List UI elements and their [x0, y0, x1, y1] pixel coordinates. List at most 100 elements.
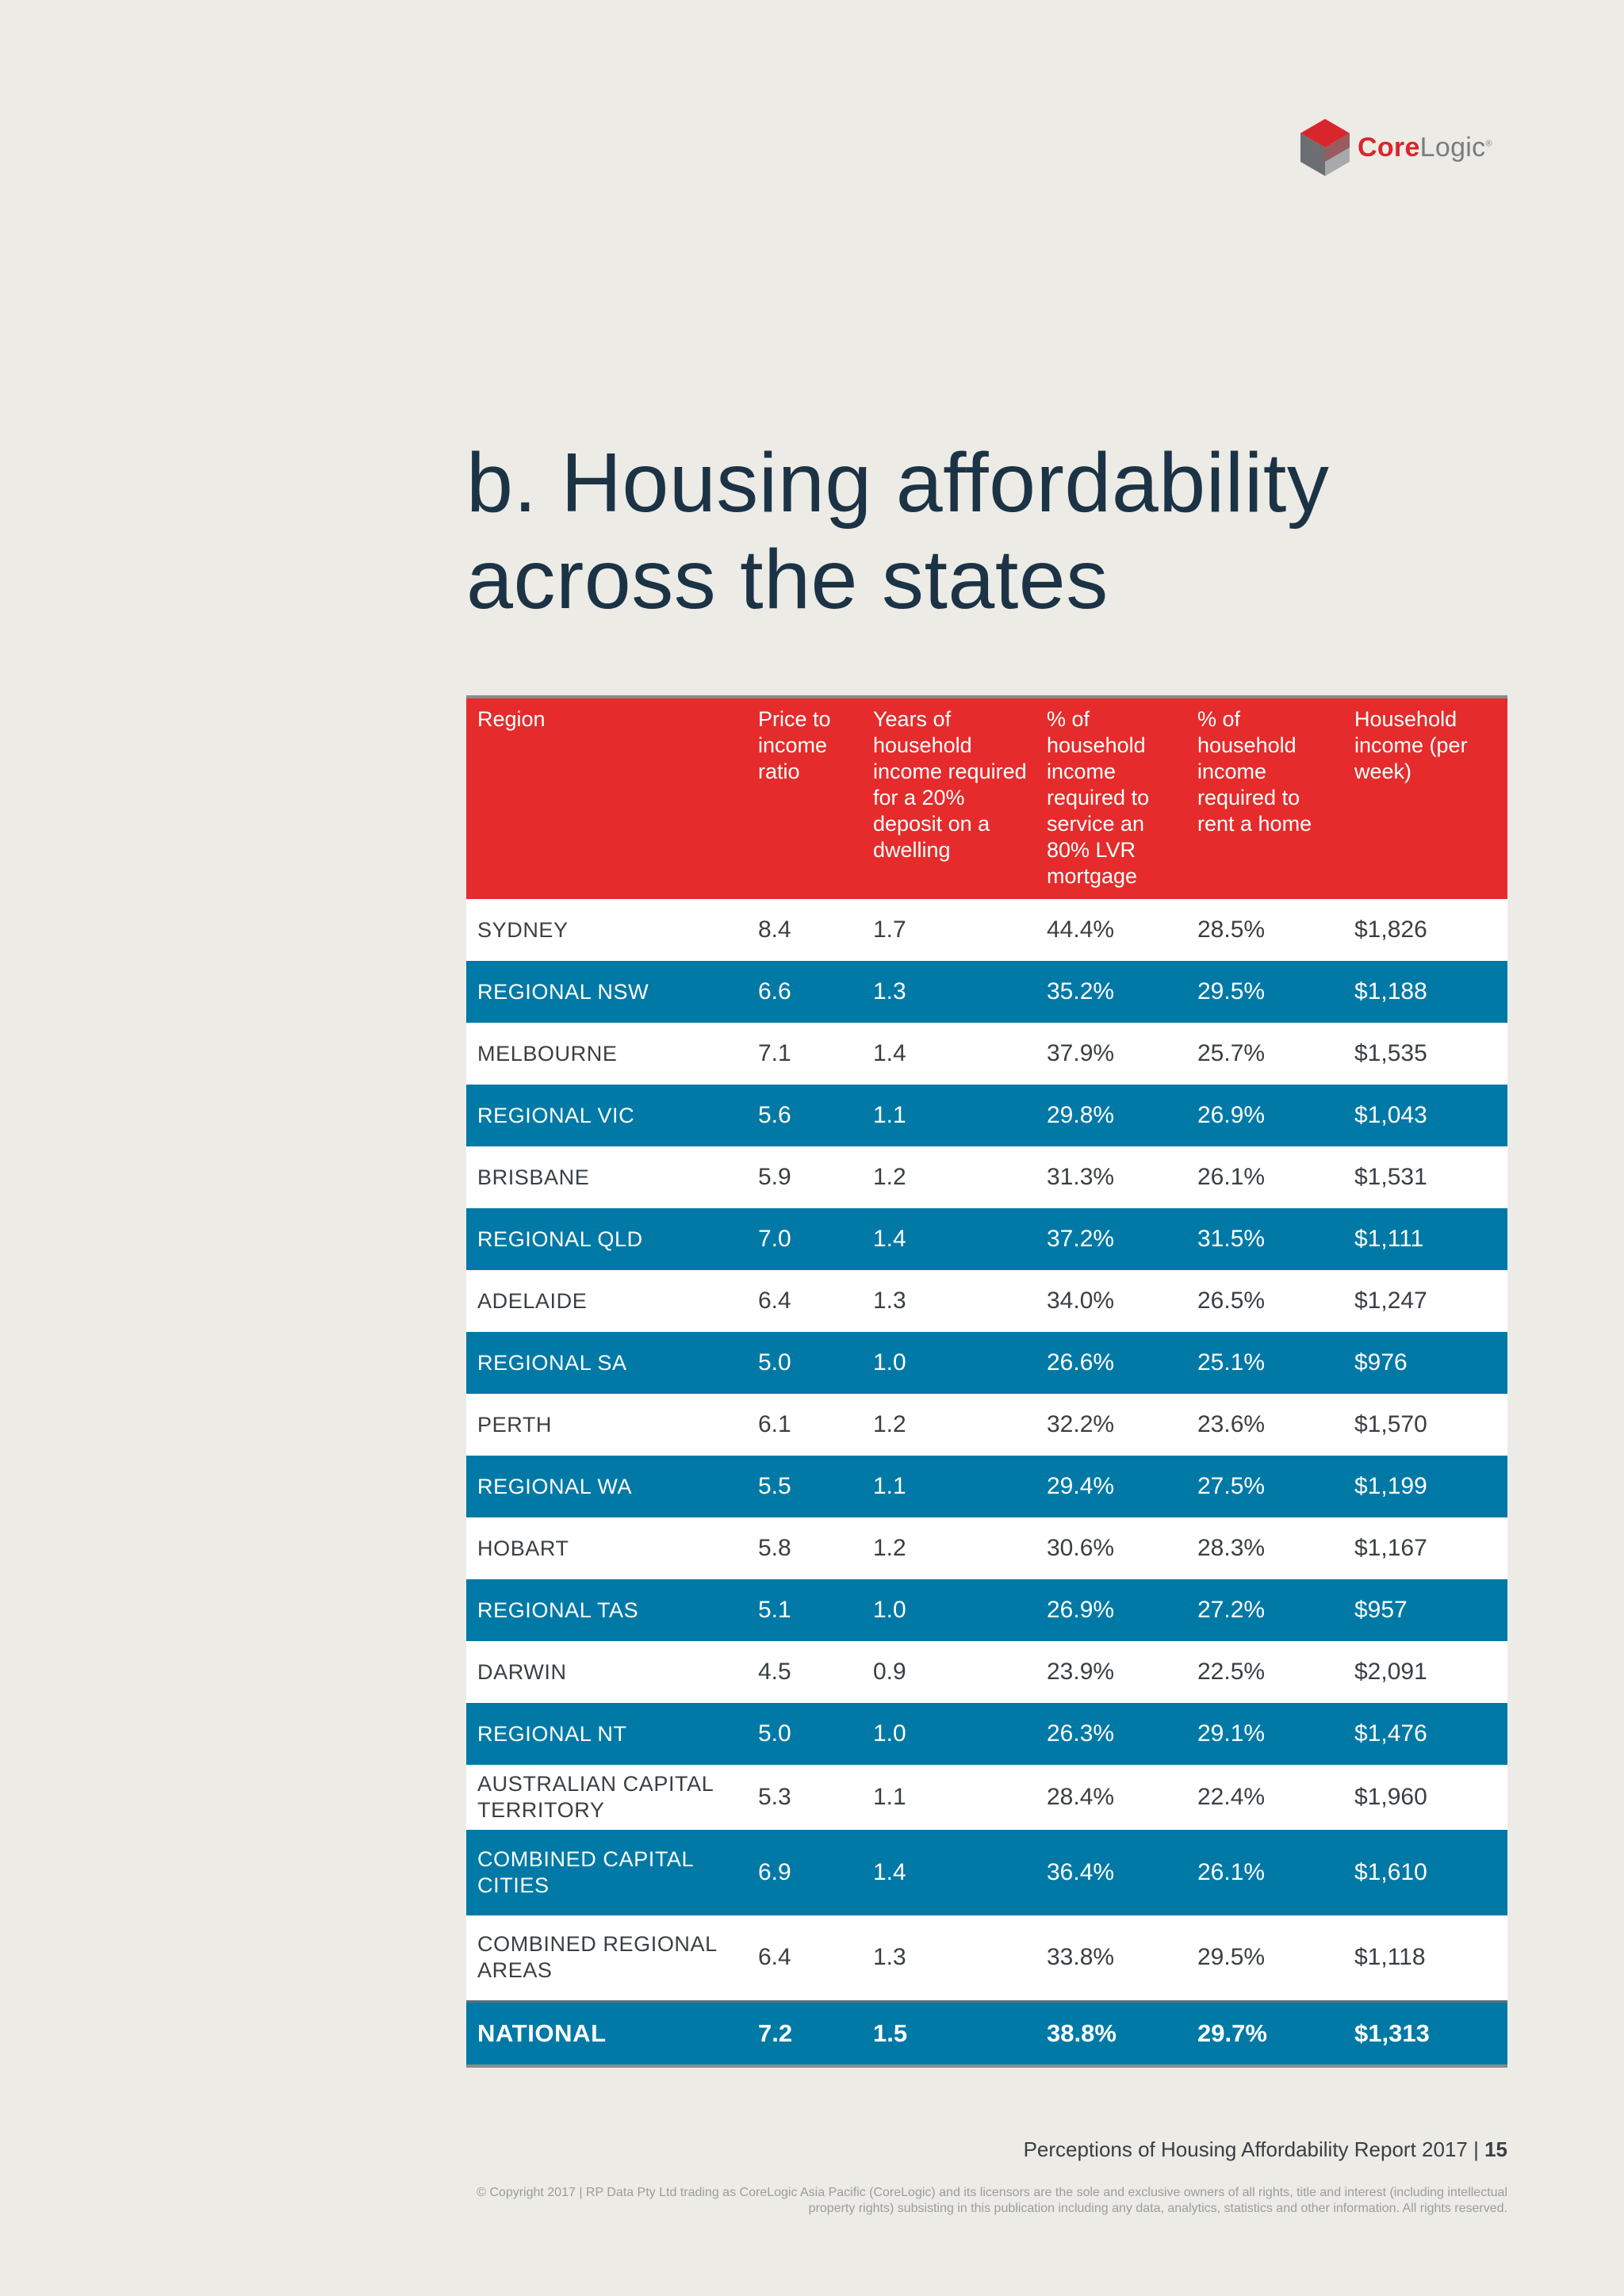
footer-report-title: Perceptions of Housing Affordability Rep… [1023, 2137, 1507, 2161]
header-rent-share: % of household income required to rent a… [1197, 707, 1312, 836]
cell-household-income: $1,188 [1354, 978, 1427, 1004]
cell-region: REGIONAL WA [477, 1474, 633, 1498]
cell-price-income-ratio: 5.0 [758, 1349, 791, 1376]
cell-rent-share: 26.1% [1197, 1164, 1266, 1190]
cell-household-income: $1,043 [1354, 1102, 1427, 1128]
cell-years-deposit: 1.7 [873, 916, 906, 943]
table-row: HOBART 5.8 1.2 30.6% 28.3% $1,167 [466, 1517, 1507, 1579]
cell-price-income-ratio: 7.1 [758, 1040, 791, 1066]
cell-region: COMBINED CAPITAL CITIES [477, 1847, 694, 1897]
national-cell-household-income: $1,313 [1354, 2019, 1430, 2047]
table-row: BRISBANE 5.9 1.2 31.3% 26.1% $1,531 [466, 1146, 1507, 1208]
table-row: DARWIN 4.5 0.9 23.9% 22.5% $2,091 [466, 1641, 1507, 1703]
national-cell-price-income-ratio: 7.2 [758, 2019, 793, 2047]
affordability-table-container: Region Price to income ratio Years of ho… [466, 695, 1507, 2068]
table-row: REGIONAL NT 5.0 1.0 26.3% 29.1% $1,476 [466, 1703, 1507, 1765]
cell-household-income: $1,476 [1354, 1720, 1427, 1747]
cell-region: REGIONAL TAS [477, 1598, 639, 1622]
cell-years-deposit: 1.0 [873, 1349, 906, 1376]
cell-price-income-ratio: 5.9 [758, 1164, 791, 1190]
cell-region: COMBINED REGIONAL AREAS [477, 1932, 717, 1983]
header-mortgage-share: % of household income required to servic… [1047, 707, 1150, 888]
header-region: Region [477, 707, 546, 731]
cell-rent-share: 22.4% [1197, 1784, 1266, 1810]
cell-rent-share: 27.5% [1197, 1473, 1266, 1499]
cell-years-deposit: 1.1 [873, 1784, 906, 1810]
cell-mortgage-share: 35.2% [1047, 978, 1115, 1004]
cell-mortgage-share: 29.8% [1047, 1102, 1115, 1128]
table-row: REGIONAL SA 5.0 1.0 26.6% 25.1% $976 [466, 1332, 1507, 1394]
cell-household-income: $2,091 [1354, 1659, 1427, 1685]
cell-region: BRISBANE [477, 1165, 590, 1189]
table-row: REGIONAL TAS 5.1 1.0 26.9% 27.2% $957 [466, 1579, 1507, 1641]
cell-price-income-ratio: 5.0 [758, 1720, 791, 1747]
table-row: COMBINED CAPITAL CITIES 6.9 1.4 36.4% 26.1% $… [466, 1830, 1507, 1915]
cell-price-income-ratio: 5.6 [758, 1102, 791, 1128]
cell-region: SYDNEY [477, 917, 569, 942]
cell-years-deposit: 0.9 [873, 1659, 906, 1685]
cell-price-income-ratio: 5.8 [758, 1535, 791, 1561]
cell-years-deposit: 1.3 [873, 1944, 906, 1971]
cell-rent-share: 25.7% [1197, 1040, 1266, 1066]
national-cell-mortgage-share: 38.8% [1047, 2019, 1116, 2047]
cell-mortgage-share: 37.2% [1047, 1226, 1115, 1252]
cell-rent-share: 29.5% [1197, 978, 1266, 1004]
cell-region: DARWIN [477, 1659, 567, 1684]
cell-mortgage-share: 28.4% [1047, 1784, 1115, 1810]
cell-mortgage-share: 26.6% [1047, 1349, 1115, 1376]
corelogic-logo: CoreLogic® [1297, 117, 1503, 178]
table-row: REGIONAL NSW 6.6 1.3 35.2% 29.5% $1,188 [466, 961, 1507, 1023]
cell-household-income: $1,118 [1354, 1944, 1426, 1971]
cell-household-income: $1,167 [1354, 1535, 1427, 1561]
cell-price-income-ratio: 7.0 [758, 1226, 791, 1252]
table-row: ADELAIDE 6.4 1.3 34.0% 26.5% $1,247 [466, 1270, 1507, 1332]
table-body: SYDNEY 8.4 1.7 44.4% 28.5% $1,826 REGIONAL NSW… [466, 899, 1507, 2066]
cell-mortgage-share: 36.4% [1047, 1859, 1115, 1885]
cell-rent-share: 22.5% [1197, 1659, 1266, 1685]
table-row: REGIONAL QLD 7.0 1.4 37.2% 31.5% $1,111 [466, 1208, 1507, 1270]
table-row: AUSTRALIAN CAPITAL TERRITORY 5.3 1.1 28.4% 2… [466, 1765, 1507, 1830]
cell-years-deposit: 1.1 [873, 1102, 906, 1128]
cell-household-income: $1,199 [1354, 1473, 1427, 1499]
table-row: COMBINED REGIONAL AREAS 6.4 1.3 33.8% 29.5% $… [466, 1915, 1507, 2001]
cell-rent-share: 26.5% [1197, 1288, 1266, 1314]
cell-mortgage-share: 30.6% [1047, 1535, 1115, 1561]
cell-rent-share: 25.1% [1197, 1349, 1266, 1376]
cell-rent-share: 23.6% [1197, 1411, 1266, 1437]
cell-rent-share: 27.2% [1197, 1597, 1266, 1623]
page-title: b. Housing affordability across the stat… [466, 434, 1513, 628]
cell-rent-share: 28.5% [1197, 916, 1266, 943]
cell-price-income-ratio: 5.5 [758, 1473, 791, 1499]
affordability-table: Region Price to income ratio Years of ho… [466, 695, 1507, 2068]
cell-mortgage-share: 26.3% [1047, 1720, 1115, 1747]
cell-price-income-ratio: 6.1 [758, 1411, 791, 1437]
table-row: REGIONAL VIC 5.6 1.1 29.8% 26.9% $1,043 [466, 1085, 1507, 1146]
national-total-row: NATIONAL 7.2 1.5 38.8% 29.7% $1,313 [466, 2001, 1507, 2066]
cell-household-income: $1,826 [1354, 916, 1427, 943]
cell-mortgage-share: 29.4% [1047, 1473, 1115, 1499]
cell-rent-share: 26.1% [1197, 1859, 1266, 1885]
cell-mortgage-share: 37.9% [1047, 1040, 1115, 1066]
cell-years-deposit: 1.1 [873, 1473, 906, 1499]
header-price-income-ratio: Price to income ratio [758, 707, 831, 783]
cell-region: AUSTRALIAN CAPITAL TERRITORY [477, 1772, 714, 1822]
cell-household-income: $1,610 [1354, 1859, 1427, 1885]
cell-region: REGIONAL NT [477, 1721, 627, 1746]
cell-region: ADELAIDE [477, 1288, 588, 1313]
cell-price-income-ratio: 5.3 [758, 1784, 791, 1810]
corelogic-wordmark: CoreLogic® [1358, 132, 1492, 163]
cell-years-deposit: 1.0 [873, 1597, 906, 1623]
cell-price-income-ratio: 8.4 [758, 916, 791, 943]
cell-household-income: $957 [1354, 1597, 1408, 1623]
table-header-row: Region Price to income ratio Years of ho… [466, 697, 1507, 899]
cell-household-income: $1,535 [1354, 1040, 1427, 1066]
cell-region: MELBOURNE [477, 1041, 618, 1066]
cell-years-deposit: 1.2 [873, 1411, 906, 1437]
cell-region: REGIONAL SA [477, 1350, 627, 1375]
cell-mortgage-share: 31.3% [1047, 1164, 1115, 1190]
cell-years-deposit: 1.4 [873, 1226, 906, 1252]
cell-price-income-ratio: 6.4 [758, 1944, 791, 1971]
table-row: REGIONAL WA 5.5 1.1 29.4% 27.5% $1,199 [466, 1456, 1507, 1517]
national-cell-years-deposit: 1.5 [873, 2019, 908, 2047]
table-row: PERTH 6.1 1.2 32.2% 23.6% $1,570 [466, 1394, 1507, 1456]
